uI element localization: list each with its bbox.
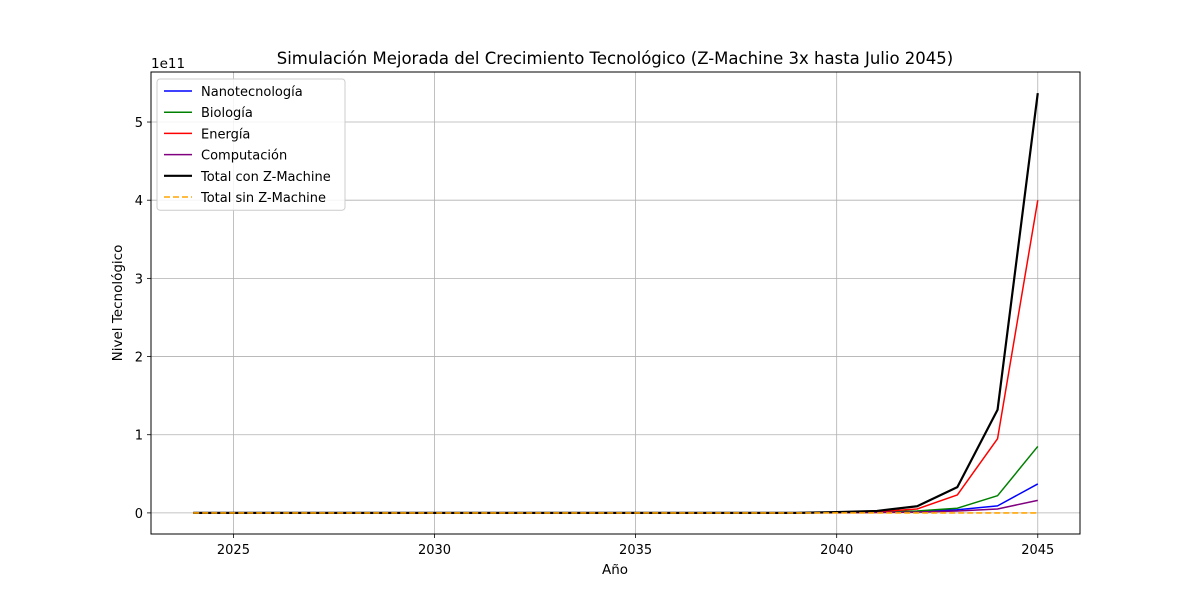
plot-frame <box>150 71 1081 535</box>
y-tick-label: 2 <box>135 351 143 366</box>
y-tick-label: 5 <box>135 116 143 131</box>
series-line-nanotecnolog-a <box>193 483 1039 514</box>
x-tick-label: 2025 <box>217 543 250 558</box>
legend-box <box>156 78 346 211</box>
y-axis-label: Nivel Tecnológico <box>110 245 126 362</box>
x-tick-label: 2045 <box>1021 543 1054 558</box>
legend-label: Computación <box>201 149 287 164</box>
y-tick-label: 0 <box>135 507 143 522</box>
x-tick-label: 2040 <box>820 543 853 558</box>
legend: Nanotecnología Biología Energía Computación… <box>156 78 346 211</box>
legend-label: Nanotecnología <box>201 85 303 100</box>
x-axis-ticks: 2025 2030 2035 2040 2045 <box>217 534 1054 558</box>
y-axis-ticks: 0 1 2 3 4 5 <box>135 116 151 522</box>
legend-label: Total sin Z-Machine <box>200 191 326 206</box>
x-axis-label: Año <box>602 562 628 578</box>
y-tick-label: 4 <box>135 194 143 209</box>
series-lines <box>193 92 1039 514</box>
y-tick-label: 1 <box>135 429 143 444</box>
series-line-biolog-a <box>193 445 1039 514</box>
x-tick-label: 2030 <box>418 543 451 558</box>
legend-label: Energía <box>201 127 250 142</box>
x-tick-label: 2035 <box>619 543 652 558</box>
y-tick-label: 3 <box>135 272 143 287</box>
legend-label: Biología <box>201 106 253 121</box>
y-offset-label: 1e11 <box>151 56 185 72</box>
legend-label: Total con Z-Machine <box>200 170 331 185</box>
chart-title: Simulación Mejorada del Crecimiento Tecn… <box>277 49 953 68</box>
